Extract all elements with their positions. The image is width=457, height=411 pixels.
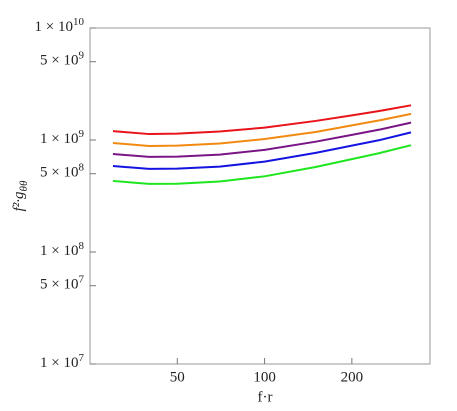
y-axis-label: f²·gθθ	[11, 180, 29, 211]
y-tick-label-base: 5 × 10	[40, 277, 78, 293]
y-tick-label-exp: 9	[79, 128, 85, 140]
y-tick-label-base: 5 × 10	[40, 165, 78, 181]
y-tick-label: 1 × 107	[40, 352, 84, 372]
y-tick-label: 5 × 107	[40, 273, 84, 293]
y-tick-label: 5 × 109	[40, 49, 84, 69]
y-tick-label-exp: 8	[79, 161, 85, 173]
y-axis-label-sub: θθ	[18, 180, 30, 191]
y-tick-label-base: 1 × 10	[40, 355, 78, 371]
y-tick-label-exp: 7	[79, 273, 85, 285]
y-tick-label-base: 5 × 10	[40, 53, 78, 69]
x-tick-label: 50	[170, 369, 185, 385]
x-axis-label: f·r	[258, 389, 273, 405]
y-tick-label-base: 1 × 10	[40, 131, 78, 147]
series-line	[112, 104, 412, 136]
y-tick-label: 1 × 108	[40, 240, 84, 260]
y-tick-label-exp: 8	[79, 240, 85, 252]
y-tick-label: 1 × 109	[40, 128, 84, 148]
y-axis-label-main: f²·g	[11, 191, 27, 211]
plot-frame	[89, 27, 431, 365]
y-tick-label-exp: 9	[79, 49, 85, 61]
y-tick-label-base: 1 × 10	[40, 243, 78, 259]
series-line	[112, 144, 412, 185]
y-tick-label-exp: 7	[79, 352, 85, 364]
x-tick-label: 100	[253, 369, 276, 385]
series-line	[112, 131, 412, 170]
y-tick-label-base: 1 × 10	[35, 19, 73, 35]
y-tick-label: 5 × 108	[40, 161, 84, 181]
x-tick-label: 200	[341, 369, 364, 385]
series-line	[112, 112, 412, 147]
y-tick-label: 1 × 1010	[35, 16, 85, 36]
series-line	[112, 121, 412, 158]
y-tick-label-exp: 10	[73, 16, 85, 28]
